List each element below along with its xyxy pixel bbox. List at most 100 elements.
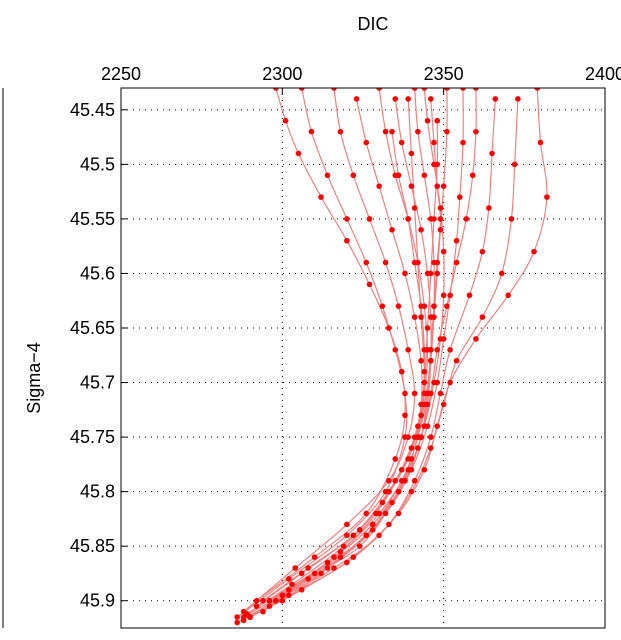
data-point <box>369 521 376 528</box>
data-point <box>389 128 395 135</box>
data-point <box>344 559 350 566</box>
data-point <box>389 227 395 233</box>
x-tick-label: 2250 <box>101 64 141 84</box>
data-point <box>398 467 405 473</box>
data-point <box>453 237 460 244</box>
data-point <box>389 499 395 506</box>
data-point <box>421 423 428 429</box>
data-point <box>431 303 437 309</box>
data-point <box>395 510 402 517</box>
data-point <box>279 597 286 604</box>
plot-frame <box>120 87 606 629</box>
profile-line <box>256 88 406 602</box>
data-point <box>492 96 499 102</box>
data-point <box>350 172 357 179</box>
data-point <box>431 216 437 222</box>
data-point <box>382 510 389 517</box>
data-point <box>447 347 453 353</box>
data-point <box>379 303 386 309</box>
data-point <box>350 532 357 539</box>
data-point <box>437 205 444 211</box>
data-point <box>453 357 460 364</box>
data-point <box>427 445 434 451</box>
data-point <box>447 379 453 386</box>
data-point <box>418 412 424 419</box>
x-axis: 2250 2300 2350 2400 <box>101 64 621 94</box>
data-point <box>324 565 331 571</box>
y-tick-label: 45.5 <box>80 154 115 174</box>
data-point <box>363 259 370 266</box>
profile-line <box>236 98 519 624</box>
data-point <box>418 401 424 408</box>
y-tick-label: 45.8 <box>80 482 115 502</box>
data-point <box>515 96 521 102</box>
data-point <box>440 292 447 299</box>
data-point <box>308 128 315 135</box>
data-point <box>395 488 402 495</box>
profile-line <box>236 88 408 618</box>
data-point <box>427 390 434 397</box>
data-point <box>382 488 389 495</box>
data-point <box>395 303 402 309</box>
data-point <box>340 543 347 549</box>
data-point <box>489 150 495 157</box>
data-point <box>353 96 360 102</box>
profile-line <box>249 88 548 618</box>
data-point <box>447 292 453 299</box>
data-point <box>440 401 447 408</box>
y-tick-label: 45.7 <box>80 373 115 393</box>
data-point <box>331 554 337 560</box>
data-point <box>234 614 240 620</box>
data-point <box>457 194 463 200</box>
data-point <box>279 592 286 599</box>
data-point <box>402 434 408 440</box>
data-point <box>386 477 392 484</box>
data-point <box>344 521 350 528</box>
data-point <box>421 347 428 353</box>
data-point <box>331 565 337 571</box>
data-point <box>402 412 408 419</box>
x-tick-label: 2400 <box>585 64 621 84</box>
data-point <box>473 128 479 135</box>
data-point <box>398 477 405 484</box>
data-point <box>402 270 408 277</box>
data-point <box>508 216 515 222</box>
y-tick-label: 45.6 <box>80 263 115 283</box>
data-point <box>260 597 266 604</box>
data-point <box>234 619 240 626</box>
data-point <box>434 347 441 353</box>
data-point <box>392 477 399 484</box>
data-point <box>382 128 389 135</box>
data-point <box>463 216 470 222</box>
data-point <box>534 88 541 91</box>
blue-point <box>0 0 3 3</box>
data-point <box>418 303 424 309</box>
data-point <box>486 205 492 211</box>
data-point <box>392 347 399 353</box>
data-point <box>427 357 434 364</box>
data-point <box>418 227 424 233</box>
data-point <box>505 292 512 299</box>
y-tick-label: 45.45 <box>70 100 115 120</box>
data-point <box>386 325 392 331</box>
x-tick-label: 2350 <box>424 64 464 84</box>
data-point <box>305 565 311 571</box>
data-point <box>273 597 279 604</box>
data-point <box>298 88 305 91</box>
data-point <box>479 248 486 255</box>
data-point <box>311 554 318 560</box>
data-point <box>318 570 324 577</box>
data-point <box>363 139 370 146</box>
data-point <box>479 314 486 320</box>
data-point <box>382 259 389 266</box>
data-point <box>424 325 431 331</box>
data-point <box>285 576 292 582</box>
profile-lines <box>236 88 548 624</box>
data-point <box>398 139 405 146</box>
data-point <box>511 161 518 168</box>
data-point <box>408 445 415 451</box>
data-point <box>444 128 450 135</box>
data-point <box>376 532 382 539</box>
data-point <box>434 161 441 168</box>
